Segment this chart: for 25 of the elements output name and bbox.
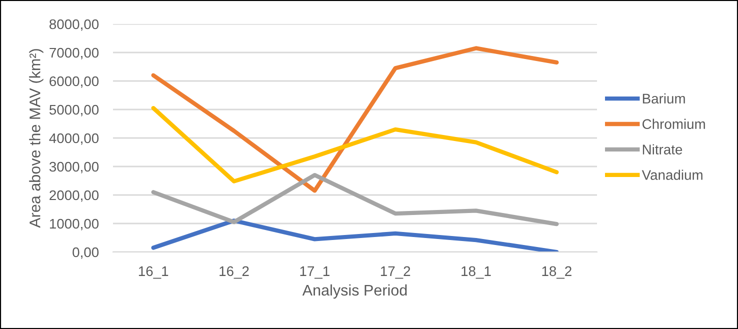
legend-label: Nitrate xyxy=(642,144,682,154)
y-tick-label: 3000,00 xyxy=(49,162,99,174)
x-tick-label: 18_1 xyxy=(462,266,491,279)
y-tick-label: 4000,00 xyxy=(49,133,99,145)
y-tick-label: 7000,00 xyxy=(50,48,99,60)
line-series xyxy=(151,46,559,193)
legend-label: Chromium xyxy=(642,118,705,130)
x-tick-label: 18_2 xyxy=(542,266,572,279)
x-tick-label: 17_2 xyxy=(380,266,410,279)
y-tick-label: 1000,00 xyxy=(50,218,99,230)
y-tick-label: 5000,00 xyxy=(49,104,99,116)
x-tick-label: 16_2 xyxy=(220,266,249,279)
x-axis-title: Analysis Period xyxy=(302,284,407,299)
y-tick-label: 6000,00 xyxy=(50,76,99,88)
line-series xyxy=(151,218,559,252)
x-tick-label: 17_1 xyxy=(300,266,330,279)
line-series xyxy=(151,172,559,226)
x-tick-label: 16_1 xyxy=(138,266,168,279)
y-tick-label: 8000,00 xyxy=(50,19,99,31)
legend-label: Barium xyxy=(642,93,685,104)
line-series xyxy=(151,106,559,184)
legend-label: Vanadium xyxy=(642,170,702,180)
y-tick-label: 2000,00 xyxy=(50,190,99,202)
y-axis-title: Area above the MAV (km²) xyxy=(29,49,44,228)
y-tick-label: 0,00 xyxy=(72,247,99,259)
